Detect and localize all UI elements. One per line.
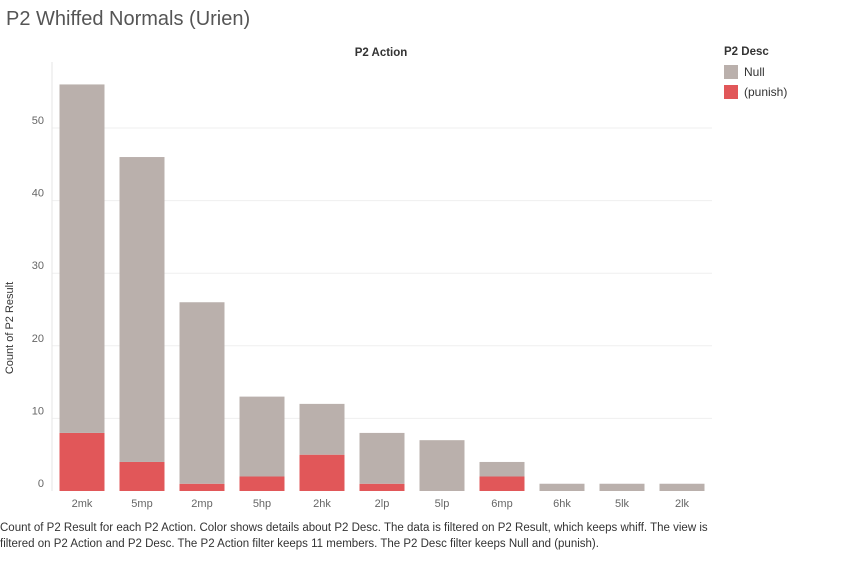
- y-axis-ticks: 0 10 20 30 40 50: [32, 115, 44, 490]
- x-tick-label: 6hk: [553, 498, 571, 510]
- x-tick-label: 5lp: [435, 498, 450, 510]
- x-tick-label: 2lk: [675, 498, 690, 510]
- legend: P2 Desc Null (punish): [724, 46, 787, 102]
- y-tick-label: 0: [38, 478, 44, 490]
- y-tick-label: 40: [32, 188, 44, 200]
- x-tick-label: 5hp: [253, 498, 271, 510]
- x-tick-label: 6mp: [491, 498, 512, 510]
- bar-2lk-null: [659, 483, 705, 491]
- x-tick-label: 5lk: [615, 498, 630, 510]
- chart-title: P2 Whiffed Normals (Urien): [6, 8, 251, 30]
- legend-swatch-punish: [724, 85, 738, 99]
- bar-5mp-punish: [119, 461, 165, 491]
- bars: [59, 84, 705, 491]
- legend-item-null[interactable]: Null: [724, 62, 787, 82]
- x-tick-label: 5mp: [131, 498, 152, 510]
- legend-title: P2 Desc: [724, 46, 769, 58]
- bar-6mp-punish: [479, 476, 525, 491]
- x-tick-label: 2mp: [191, 498, 212, 510]
- bar-5hp-punish: [239, 476, 285, 491]
- y-tick-label: 30: [32, 260, 44, 272]
- bar-2mk-punish: [59, 432, 105, 491]
- x-tick-label: 2mk: [72, 498, 93, 510]
- bar-5lp-null: [419, 440, 465, 491]
- bar-5hp-null: [239, 396, 285, 477]
- bar-2mp-punish: [179, 483, 225, 491]
- bar-5lk-null: [599, 483, 645, 491]
- y-tick-label: 50: [32, 115, 44, 127]
- bar-2mp-null: [179, 302, 225, 484]
- y-tick-label: 10: [32, 405, 44, 417]
- legend-swatch-null: [724, 65, 738, 79]
- bar-2hk-punish: [299, 454, 345, 491]
- bar-2lp-null: [359, 432, 405, 484]
- legend-item-punish[interactable]: (punish): [724, 82, 787, 102]
- x-tick-label: 2hk: [313, 498, 331, 510]
- chart-caption: Count of P2 Result for each P2 Action. C…: [0, 522, 708, 550]
- x-axis-ticks: 2mk 5mp 2mp 5hp 2hk 2lp 5lp 6mp 6hk 5lk 2lk: [72, 498, 690, 510]
- legend-label-punish: (punish): [744, 85, 788, 99]
- legend-label-null: Null: [744, 65, 765, 79]
- bar-2hk-null: [299, 403, 345, 455]
- bar-6mp-null: [479, 461, 525, 477]
- x-tick-label: 2lp: [375, 498, 390, 510]
- y-tick-label: 20: [32, 333, 44, 345]
- column-header: P2 Action: [354, 47, 408, 59]
- bar-6hk-null: [539, 483, 585, 491]
- bar-5mp-null: [119, 157, 165, 462]
- bar-2mk-null: [59, 84, 105, 433]
- bar-2lp-punish: [359, 483, 405, 491]
